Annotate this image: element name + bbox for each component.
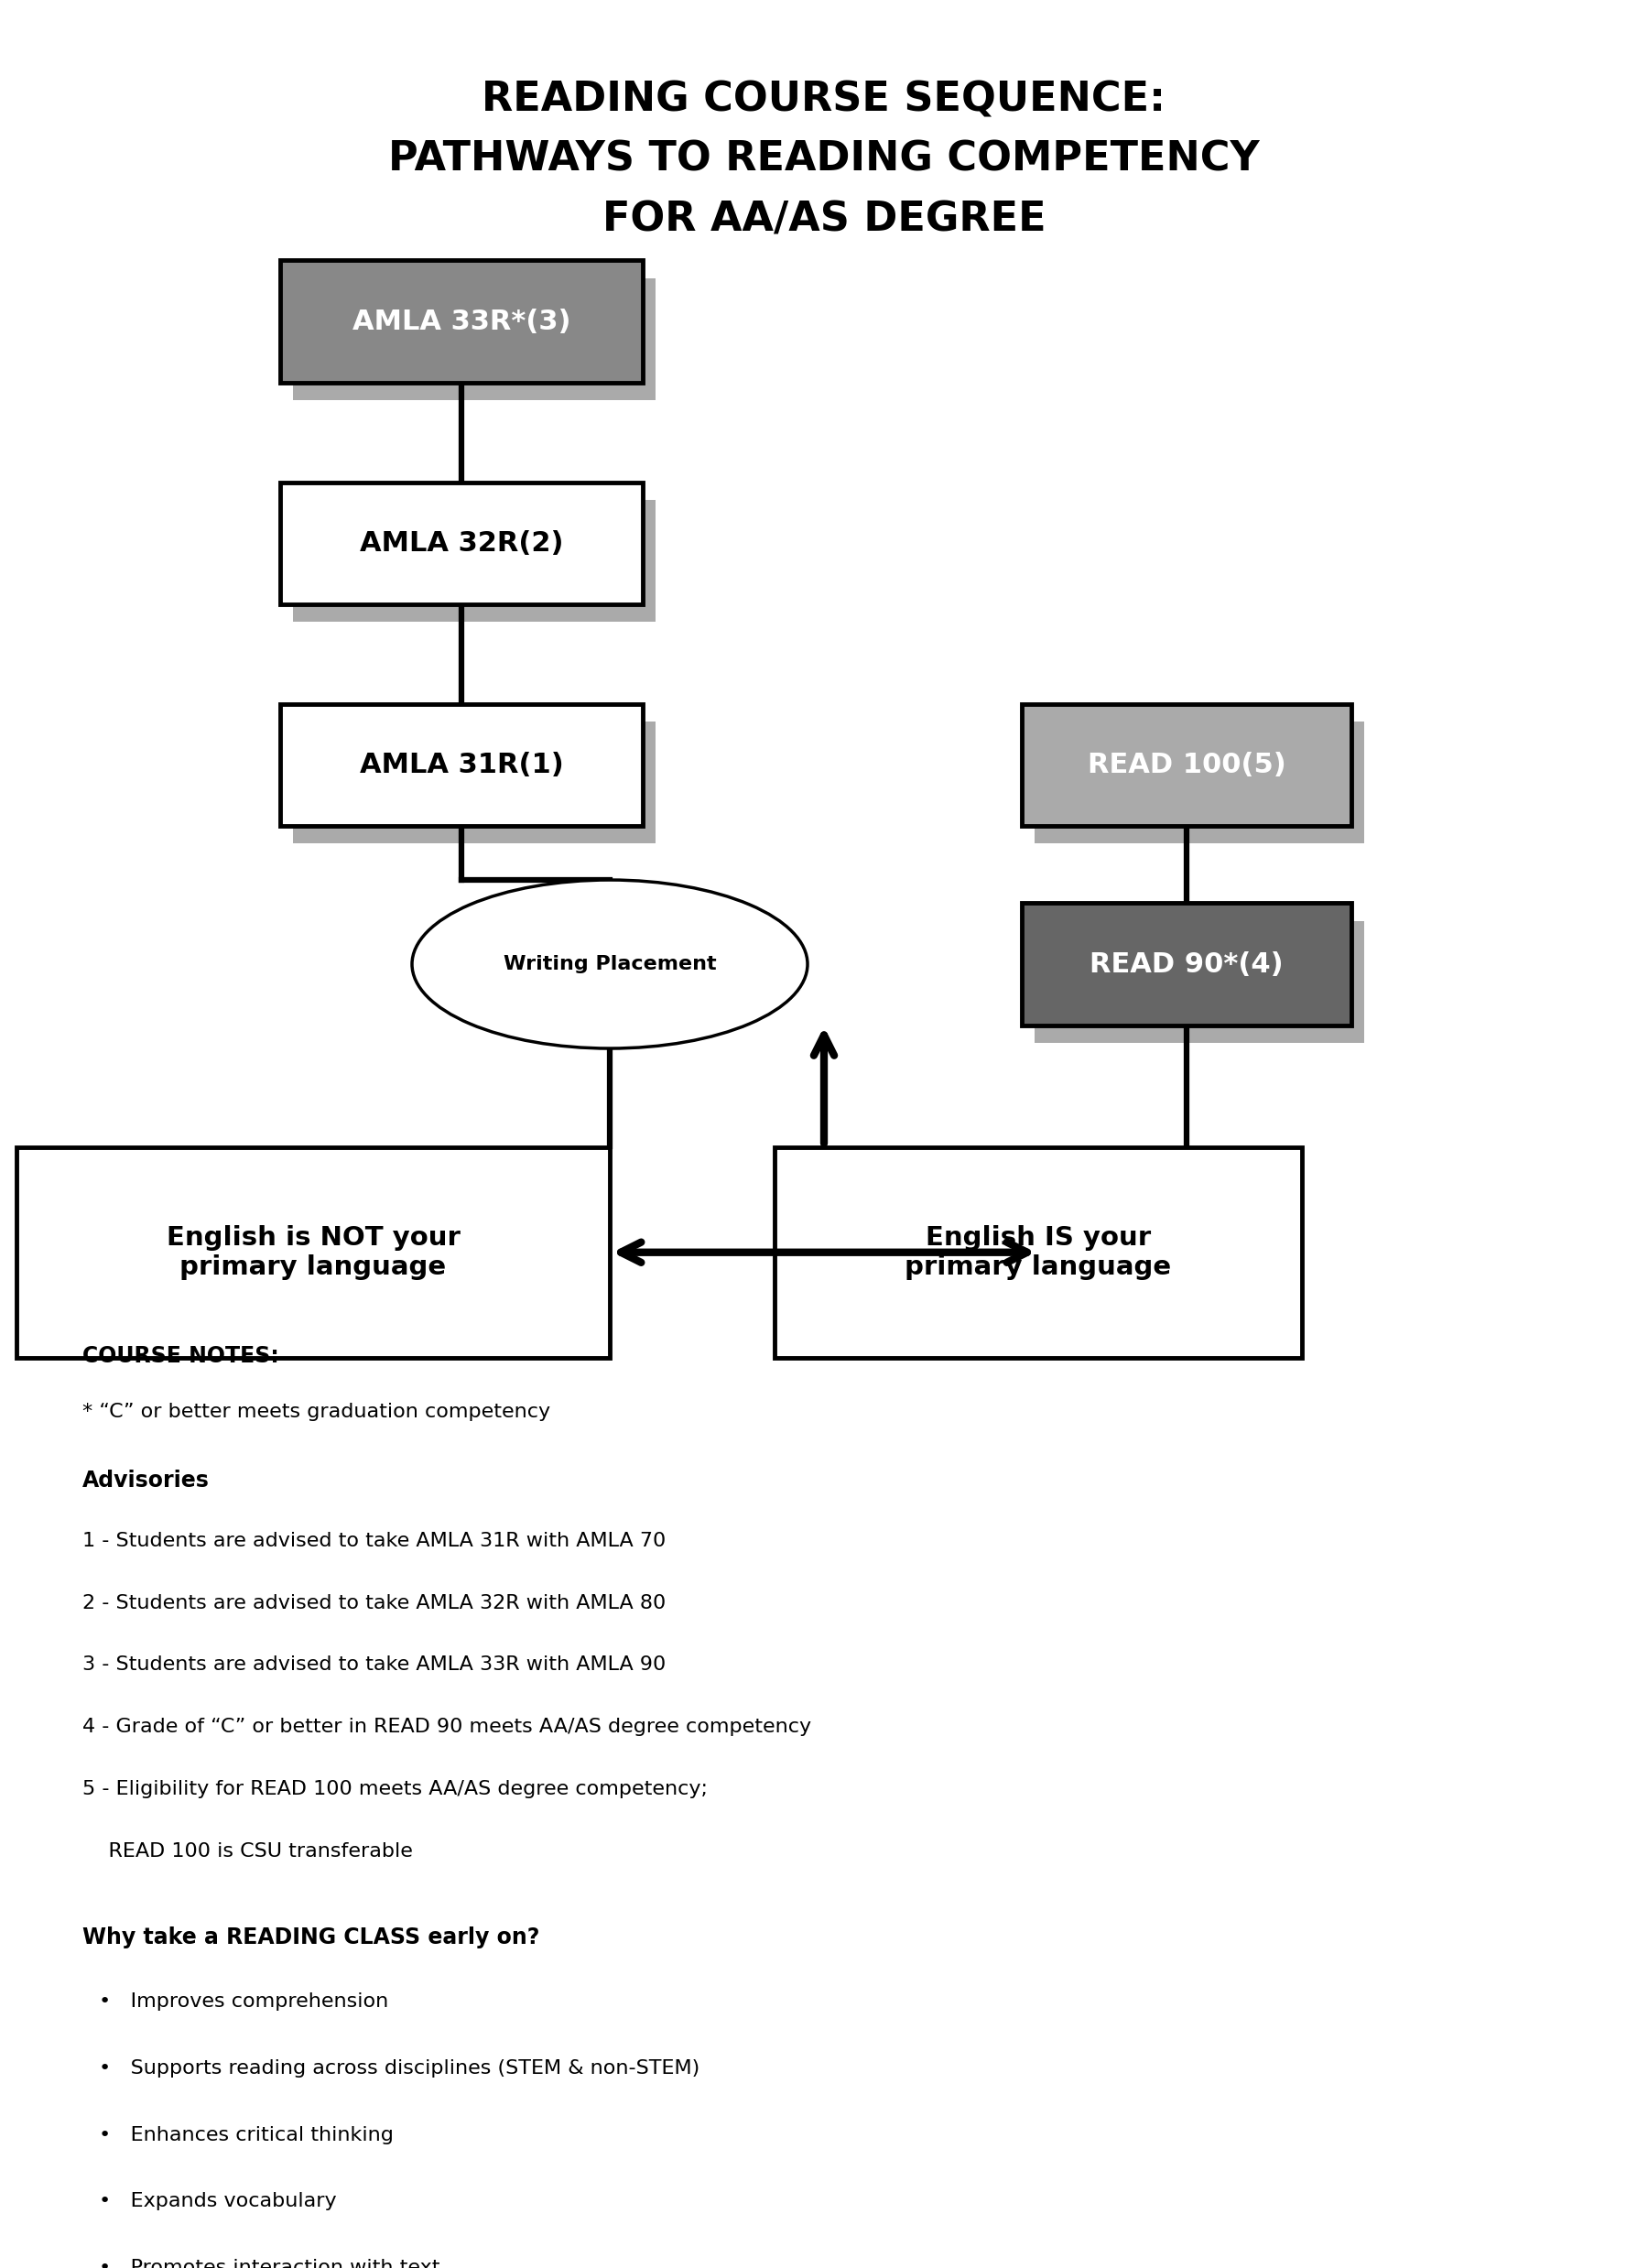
Text: READ 90*(4): READ 90*(4) (1089, 950, 1284, 978)
Text: •   Enhances critical thinking: • Enhances critical thinking (99, 2125, 394, 2143)
Text: READING COURSE SEQUENCE:: READING COURSE SEQUENCE: (481, 79, 1167, 120)
Text: 2 - Students are advised to take AMLA 32R with AMLA 80: 2 - Students are advised to take AMLA 32… (82, 1594, 666, 1613)
Text: •   Expands vocabulary: • Expands vocabulary (99, 2193, 336, 2211)
FancyBboxPatch shape (293, 279, 656, 399)
Text: Advisories: Advisories (82, 1470, 209, 1492)
FancyBboxPatch shape (1022, 903, 1351, 1025)
Text: English is NOT your
primary language: English is NOT your primary language (166, 1225, 460, 1279)
Text: FOR AA/AS DEGREE: FOR AA/AS DEGREE (602, 200, 1046, 238)
Text: Writing Placement: Writing Placement (503, 955, 717, 973)
Text: 3 - Students are advised to take AMLA 33R with AMLA 90: 3 - Students are advised to take AMLA 33… (82, 1656, 666, 1674)
Text: AMLA 31R(1): AMLA 31R(1) (359, 751, 564, 778)
FancyBboxPatch shape (16, 1148, 610, 1359)
FancyBboxPatch shape (280, 703, 643, 826)
Text: COURSE NOTES:: COURSE NOTES: (82, 1345, 279, 1368)
FancyBboxPatch shape (280, 483, 643, 603)
FancyBboxPatch shape (1035, 721, 1365, 844)
FancyBboxPatch shape (293, 499, 656, 621)
Text: English IS your
primary language: English IS your primary language (905, 1225, 1172, 1279)
FancyBboxPatch shape (280, 261, 643, 383)
Text: Why take a READING CLASS early on?: Why take a READING CLASS early on? (82, 1926, 539, 1948)
Text: •   Supports reading across disciplines (STEM & non-STEM): • Supports reading across disciplines (S… (99, 2059, 700, 2077)
Ellipse shape (412, 880, 808, 1048)
FancyBboxPatch shape (1022, 703, 1351, 826)
Text: •   Promotes interaction with text: • Promotes interaction with text (99, 2259, 440, 2268)
Text: 5 - Eligibility for READ 100 meets AA/AS degree competency;: 5 - Eligibility for READ 100 meets AA/AS… (82, 1780, 707, 1799)
Text: READ 100 is CSU transferable: READ 100 is CSU transferable (82, 1842, 412, 1860)
FancyBboxPatch shape (775, 1148, 1302, 1359)
FancyBboxPatch shape (1035, 921, 1365, 1043)
Text: AMLA 33R*(3): AMLA 33R*(3) (353, 308, 570, 336)
Text: •   Improves comprehension: • Improves comprehension (99, 1994, 389, 2012)
Text: READ 100(5): READ 100(5) (1088, 751, 1285, 778)
Text: 1 - Students are advised to take AMLA 31R with AMLA 70: 1 - Students are advised to take AMLA 31… (82, 1531, 666, 1549)
Text: * “C” or better meets graduation competency: * “C” or better meets graduation compete… (82, 1404, 550, 1422)
Text: AMLA 32R(2): AMLA 32R(2) (359, 531, 564, 556)
Text: 4 - Grade of “C” or better in READ 90 meets AA/AS degree competency: 4 - Grade of “C” or better in READ 90 me… (82, 1717, 811, 1735)
FancyBboxPatch shape (293, 721, 656, 844)
Text: PATHWAYS TO READING COMPETENCY: PATHWAYS TO READING COMPETENCY (389, 141, 1259, 179)
